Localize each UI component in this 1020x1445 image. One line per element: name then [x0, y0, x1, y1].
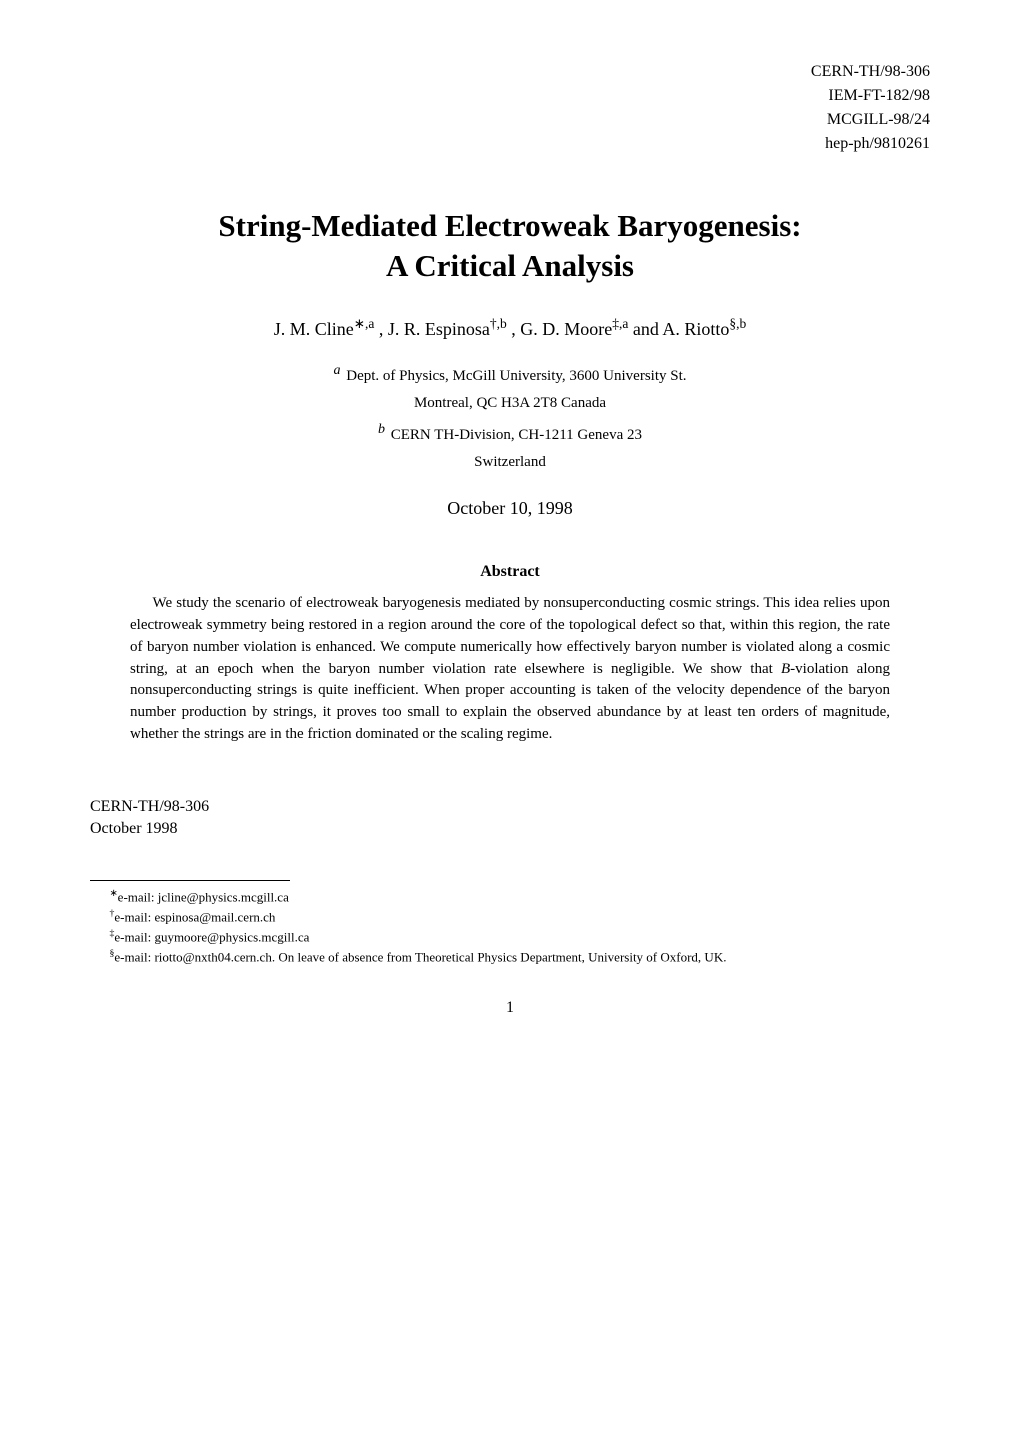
author-sup: ‡,a	[612, 316, 628, 331]
author-name: , J. R. Espinosa	[379, 319, 490, 339]
footnote: †e-mail: espinosa@mail.cern.ch	[90, 907, 930, 927]
abstract-heading: Abstract	[90, 561, 930, 583]
affiliation-line: Switzerland	[90, 449, 930, 476]
page-number: 1	[90, 997, 930, 1019]
preprint-id: MCGILL-98/24	[90, 108, 930, 132]
affiliation-line: Montreal, QC H3A 2T8 Canada	[90, 390, 930, 417]
footer-ids: CERN-TH/98-306 October 1998	[90, 796, 930, 841]
preprint-ids: CERN-TH/98-306 IEM-FT-182/98 MCGILL-98/2…	[90, 60, 930, 156]
footnote-symbol: ∗	[110, 888, 118, 899]
affil-sup: a	[333, 363, 340, 378]
author-name: J. M. Cline	[274, 319, 354, 339]
abstract-variable-b: B	[781, 661, 790, 677]
author-list: J. M. Cline∗,a , J. R. Espinosa†,b , G. …	[90, 315, 930, 342]
affil-sup: b	[378, 422, 385, 437]
author-sup: ∗,a	[354, 316, 375, 331]
abstract-text: We study the scenario of electroweak bar…	[130, 595, 890, 676]
title-line-1: String-Mediated Electroweak Baryogenesis…	[218, 208, 801, 243]
author-sup: §,b	[729, 316, 746, 331]
preprint-id: IEM-FT-182/98	[90, 84, 930, 108]
affiliation-line: a Dept. of Physics, McGill University, 3…	[90, 358, 930, 390]
affiliation-line: b CERN TH-Division, CH-1211 Geneva 23	[90, 417, 930, 449]
footer-id: October 1998	[90, 818, 930, 840]
affil-text: CERN TH-Division, CH-1211 Geneva 23	[387, 427, 642, 443]
footnote: ∗e-mail: jcline@physics.mcgill.ca	[90, 887, 930, 907]
footnotes: ∗e-mail: jcline@physics.mcgill.ca †e-mai…	[90, 887, 930, 966]
paper-date: October 10, 1998	[90, 496, 930, 521]
footnote-text: e-mail: jcline@physics.mcgill.ca	[118, 890, 289, 905]
footnote-text: e-mail: espinosa@mail.cern.ch	[114, 910, 275, 925]
footer-id: CERN-TH/98-306	[90, 796, 930, 818]
author-name: and A. Riotto	[633, 319, 730, 339]
footnote: ‡e-mail: guymoore@physics.mcgill.ca	[90, 927, 930, 947]
footnote-text: e-mail: guymoore@physics.mcgill.ca	[114, 929, 309, 944]
footnote-rule	[90, 880, 290, 881]
author-sup: †,b	[490, 316, 507, 331]
affiliations: a Dept. of Physics, McGill University, 3…	[90, 358, 930, 476]
preprint-id: hep-ph/9810261	[90, 132, 930, 156]
author-name: , G. D. Moore	[511, 319, 612, 339]
abstract-body: We study the scenario of electroweak bar…	[130, 593, 890, 745]
affil-text: Dept. of Physics, McGill University, 360…	[342, 368, 686, 384]
footnote: §e-mail: riotto@nxth04.cern.ch. On leave…	[90, 947, 930, 967]
title-line-2: A Critical Analysis	[386, 248, 634, 283]
footnote-text: e-mail: riotto@nxth04.cern.ch. On leave …	[114, 949, 726, 964]
preprint-id: CERN-TH/98-306	[90, 60, 930, 84]
paper-title: String-Mediated Electroweak Baryogenesis…	[90, 206, 930, 287]
